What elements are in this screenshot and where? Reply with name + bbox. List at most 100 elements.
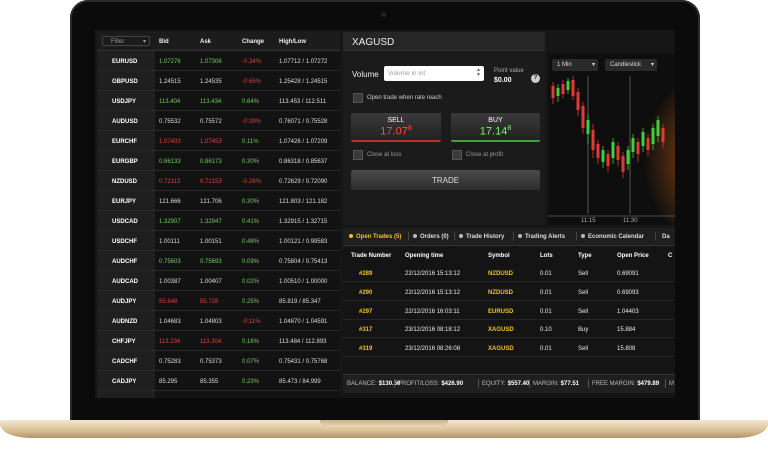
- column-header: High/Low: [279, 39, 306, 45]
- ask: 1.32947: [200, 219, 222, 225]
- row-divider: [343, 299, 675, 301]
- candle: [576, 92, 580, 110]
- x-label: 11:30: [623, 218, 638, 224]
- trade-cell: #319: [359, 346, 373, 353]
- row-divider: [97, 330, 340, 331]
- symbol[interactable]: EURJPY: [112, 199, 137, 205]
- high-low: 1.25428 / 1.24515: [279, 79, 328, 85]
- trades-column-header: Open Price: [617, 253, 649, 259]
- symbol[interactable]: AUDJPY: [112, 299, 137, 305]
- trade-cell: 22/12/2016 15:13:12: [405, 289, 461, 296]
- sell-price: 17.078: [351, 125, 441, 138]
- tab-divider: [576, 232, 577, 241]
- laptop-notch: [320, 420, 448, 427]
- symbol[interactable]: EURUSD: [112, 59, 138, 65]
- row-divider: [97, 370, 340, 371]
- symbol[interactable]: AUDCAD: [112, 279, 138, 285]
- trade-cell: 0.01: [540, 271, 552, 277]
- ask: 1.07453: [200, 139, 222, 145]
- symbol[interactable]: USDCHF: [112, 239, 137, 245]
- account-item: BALANCE: $130.50: [347, 381, 400, 387]
- high-low: 0.75804 / 0.75413: [279, 259, 328, 265]
- symbol[interactable]: AUDNZD: [112, 319, 138, 325]
- tab[interactable]: Open Trades (5): [356, 234, 402, 240]
- account-divider: [478, 379, 479, 388]
- symbol[interactable]: AUDUSD: [112, 119, 138, 125]
- candle-group: [551, 76, 665, 178]
- candle: [621, 156, 625, 172]
- change: -0.26%: [242, 179, 262, 185]
- candle: [596, 144, 600, 158]
- candle: [571, 80, 575, 96]
- symbol[interactable]: CHFJPY: [112, 339, 136, 345]
- tab[interactable]: Trade History: [466, 234, 505, 240]
- symbol[interactable]: CADCHF: [112, 359, 138, 365]
- help-icon[interactable]: ?: [531, 74, 540, 83]
- volume-input[interactable]: [384, 66, 484, 81]
- symbol[interactable]: EURCHF: [112, 139, 137, 145]
- tab-dot: [518, 234, 522, 238]
- symbol[interactable]: USDCAD: [112, 219, 138, 225]
- tab[interactable]: Trading Alerts: [525, 234, 566, 240]
- trades-column-header: C: [668, 253, 673, 259]
- bid: 0.72113: [159, 179, 181, 185]
- bid: 0.75532: [159, 119, 181, 125]
- symbol[interactable]: GBPUSD: [112, 79, 138, 85]
- trade-cell: Sell: [578, 271, 589, 277]
- tab[interactable]: Da: [662, 234, 670, 240]
- chart-type: Candlestick: [610, 62, 642, 68]
- change: 0.11%: [242, 139, 259, 145]
- change: -0.34%: [242, 59, 262, 65]
- open-when-rate: Open trade when rate reach: [367, 95, 442, 101]
- chart-type-dropdown[interactable]: Candlestick ▾: [605, 59, 657, 71]
- bid: 113.404: [159, 99, 181, 105]
- trade-button[interactable]: TRADE: [351, 170, 540, 190]
- ask: 1.04803: [200, 319, 222, 325]
- symbol[interactable]: AUDCHF: [112, 259, 138, 265]
- ask: 113.304: [200, 339, 222, 345]
- symbol[interactable]: NZDUSD: [112, 179, 137, 185]
- timeframe-dropdown[interactable]: 1 Min ▾: [552, 59, 598, 71]
- tab[interactable]: Economic Calendar: [588, 234, 645, 240]
- symbol[interactable]: USDJPY: [112, 99, 137, 105]
- trade-cell: #297: [359, 308, 373, 315]
- trade-cell: #317: [359, 327, 373, 334]
- row-divider: [343, 318, 675, 320]
- dropdown-arrow: ▾: [650, 62, 654, 68]
- candle: [636, 142, 640, 154]
- trades-panel: Open Trades (5) Orders (0) Trade History Tr…: [343, 228, 675, 398]
- watchlist-header: [97, 32, 340, 51]
- account-label: M: [669, 381, 674, 387]
- filter-dropdown[interactable]: Filter ▾: [102, 36, 150, 46]
- tab[interactable]: Orders (0): [420, 234, 449, 240]
- symbol[interactable]: EURGBP: [112, 159, 138, 165]
- trade-cell: 1.04403: [617, 308, 639, 315]
- high-low: 0.72629 / 0.72090: [279, 179, 328, 185]
- symbol[interactable]: CADJPY: [112, 379, 137, 385]
- row-divider: [97, 270, 340, 271]
- watchlist: Filter ▾ Bid Ask Change High/Low EURUSD 1.0727…: [97, 32, 340, 398]
- checkbox[interactable]: [353, 150, 363, 160]
- account-label: MARGIN:: [533, 381, 559, 387]
- buy-button[interactable]: BUY 17.148: [451, 113, 540, 142]
- row-divider: [97, 290, 340, 291]
- row-divider: [97, 130, 340, 131]
- candle: [586, 120, 590, 134]
- candle: [616, 146, 620, 160]
- change: 0.09%: [242, 259, 260, 265]
- sell-button[interactable]: SELL 17.078: [351, 113, 441, 142]
- spinner[interactable]: ▲ ▼: [476, 67, 481, 78]
- trades-column-header: Type: [578, 253, 592, 259]
- row-divider: [97, 110, 340, 111]
- tab-bar: Open Trades (5) Orders (0) Trade History Tr…: [343, 228, 675, 246]
- trade-cell: 23/12/2016 08:18:12: [405, 327, 461, 334]
- trade-cell: 22/12/2016 15:13:12: [405, 271, 461, 277]
- close-at-profit: Close at profit: [466, 152, 504, 158]
- checkbox[interactable]: [452, 150, 462, 160]
- account-value: $479.89: [637, 381, 660, 387]
- change: 0.30%: [242, 159, 260, 165]
- trade-cell: XAGUSD: [488, 346, 514, 353]
- checkbox[interactable]: [353, 93, 363, 103]
- row-divider: [97, 90, 340, 91]
- buy-price: 17.148: [451, 125, 540, 138]
